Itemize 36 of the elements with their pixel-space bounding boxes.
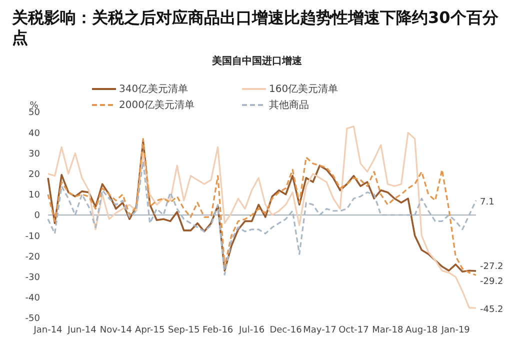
chart-title: 关税影响：关税之后对应商品出口增速比趋势性增速下降约30个百分点 (10, 8, 500, 48)
data-label: -27.2 (480, 262, 504, 272)
x-tick-label: Jan-14 (32, 325, 63, 336)
x-tick-label: Jun-14 (66, 325, 97, 336)
x-tick-label: Dec-16 (270, 325, 302, 336)
x-tick-label: Nov-14 (100, 325, 132, 336)
legend-label: 2000亿美元清单 (119, 98, 194, 112)
line-series (47, 160, 477, 276)
y-tick-label: 0 (34, 211, 40, 222)
y-tick-label: 40 (28, 128, 40, 139)
data-label: -29.2 (480, 277, 504, 288)
y-tick-label: -20 (25, 252, 40, 262)
x-tick-label: Aug-18 (406, 325, 438, 336)
legend-label: 其他商品 (269, 98, 309, 112)
x-tick-label: Sep-15 (168, 325, 200, 336)
x-tick-label: Mar-18 (372, 325, 404, 336)
y-tick-label: 20 (28, 170, 40, 180)
chart-subtitle: 美国自中国进口增速 (211, 54, 303, 68)
y-tick-label: 10 (28, 190, 40, 201)
x-tick-label: Apr-15 (135, 325, 165, 336)
y-tick-label: -30 (25, 272, 40, 283)
x-tick-label: Jan-19 (440, 325, 470, 336)
x-tick-label: Oct-17 (338, 325, 369, 336)
x-tick-label: Feb-16 (202, 325, 234, 336)
line-series (47, 126, 477, 309)
y-tick-label: -50 (25, 314, 40, 324)
y-tick-label: -40 (25, 294, 40, 304)
data-label: 7.1 (480, 197, 494, 208)
y-tick-label: 50 (28, 108, 40, 118)
legend-label: 160亿美元清单 (269, 82, 338, 96)
legend-label: 340亿美元清单 (119, 82, 188, 96)
y-tick-label: -10 (25, 232, 40, 242)
data-label: -45.2 (480, 305, 504, 316)
y-tick-label: 30 (28, 149, 40, 160)
x-tick-label: Jul-16 (238, 325, 265, 336)
x-tick-label: May-17 (303, 325, 336, 336)
